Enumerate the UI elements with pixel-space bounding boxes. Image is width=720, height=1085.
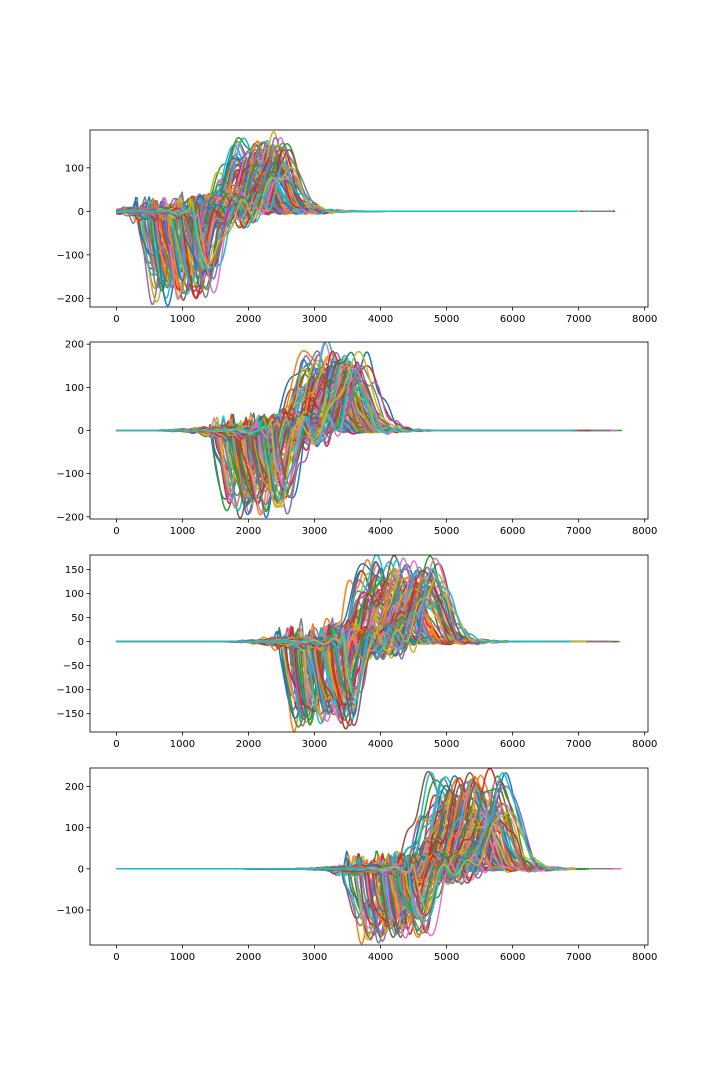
x-tick-label: 7000 [566,526,591,537]
subplot-4: 0 1000 2000 3000 4000 5000 6000 7000 8000 −100 0 10… [57,767,657,963]
x-tick-label: 0 [113,739,119,750]
x-tick-label: 1000 [170,739,195,750]
subplot-1: 0 1000 2000 3000 4000 5000 6000 7000 8000−200−10… [57,129,657,325]
y-tick-label: 150 [65,565,84,576]
subplot-3: 0 1000 2000 3000 4000 5000 6000 7000 8000−150−10… [57,554,657,750]
y-tick-label: 100 [65,163,84,174]
traces [116,768,622,945]
series-line [116,161,579,270]
x-tick-label: 6000 [500,739,525,750]
y-tick-label: 100 [65,383,84,394]
y-tick-label: −200 [57,512,84,523]
x-tick-label: 5000 [434,526,459,537]
y-tick-label: −100 [57,250,84,261]
x-tick-label: 7000 [566,314,591,325]
x-tick-label: 8000 [632,526,657,537]
y-tick-label: −150 [57,709,84,720]
y-tick-label: −50 [63,661,84,672]
x-tick-label: 1000 [170,526,195,537]
x-tick-label: 6000 [500,952,525,963]
x-tick-label: 6000 [500,314,525,325]
series-line [116,388,578,506]
x-tick-label: 4000 [368,952,393,963]
y-tick-label: −100 [57,469,84,480]
x-tick-label: 8000 [632,952,657,963]
x-tick-label: 4000 [368,314,393,325]
x-tick-label: 0 [113,314,119,325]
x-tick-label: 8000 [632,314,657,325]
series-line [116,818,566,940]
x-tick-label: 3000 [302,952,327,963]
x-tick-label: 5000 [434,739,459,750]
x-tick-label: 1000 [170,314,195,325]
x-tick-label: 3000 [302,314,327,325]
subplot-2: 0 1000 2000 3000 4000 5000 6000 7000 8000−200−10… [57,340,658,537]
x-tick-label: 3000 [302,526,327,537]
x-tick-label: 2000 [236,739,261,750]
y-tick-label: 100 [65,823,84,834]
axes-frame [89,767,649,946]
series-line [116,772,587,910]
x-tick-label: 3000 [302,739,327,750]
x-tick-label: 7000 [566,952,591,963]
x-tick-label: 4000 [368,526,393,537]
x-tick-label: 8000 [632,739,657,750]
series-line [116,568,571,703]
x-tick-label: 4000 [368,739,393,750]
traces [116,342,622,519]
x-tick-label: 2000 [236,952,261,963]
x-tick-label: 2000 [236,526,261,537]
y-tick-label: −100 [57,906,84,917]
x-tick-label: 0 [113,952,119,963]
x-tick-label: 6000 [500,526,525,537]
y-tick-label: 0 [78,426,84,437]
y-tick-label: −100 [57,685,84,696]
series-line [116,771,580,921]
x-tick-label: 5000 [434,314,459,325]
x-tick-label: 7000 [566,739,591,750]
traces [115,131,615,307]
x-tick-label: 5000 [434,952,459,963]
axes-frame [89,129,649,308]
y-tick-label: 100 [65,589,84,600]
series-line [116,380,580,512]
y-tick-label: 50 [71,613,84,624]
series-line [116,819,576,933]
x-tick-label: 2000 [236,314,261,325]
series-line [116,369,575,502]
y-tick-label: 0 [78,864,84,875]
axes-frame [89,554,649,733]
x-tick-label: 0 [113,526,119,537]
traces [116,555,620,732]
x-tick-label: 1000 [170,952,195,963]
y-tick-label: 0 [78,207,84,218]
y-tick-label: 200 [65,340,84,351]
series-line [116,772,567,922]
y-tick-label: −200 [57,294,84,305]
series-line [116,770,612,920]
y-tick-label: 0 [78,637,84,648]
y-tick-label: 200 [65,782,84,793]
